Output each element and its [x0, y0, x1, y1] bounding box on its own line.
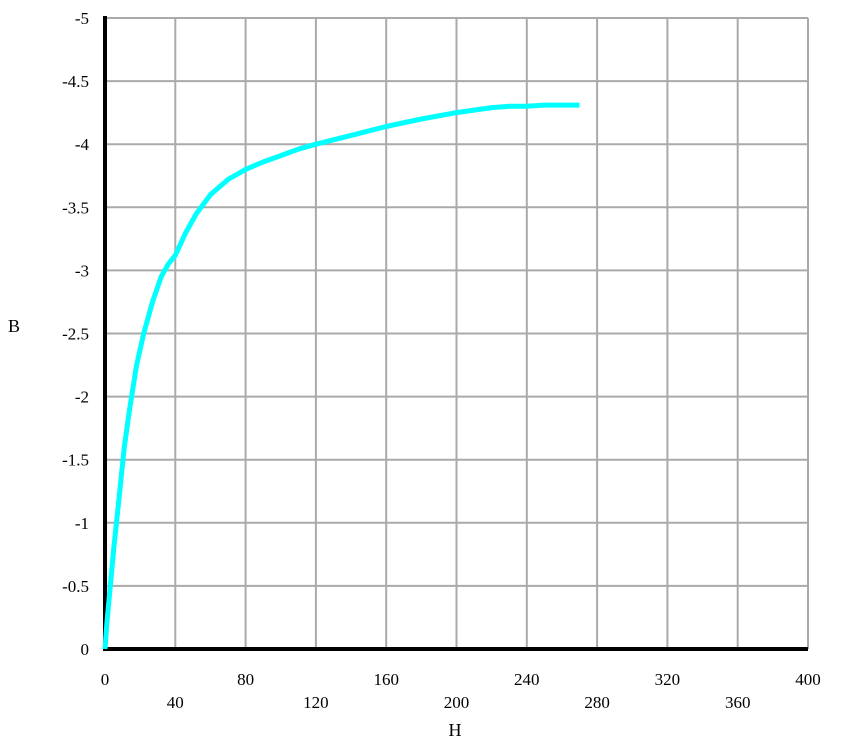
y-tick-label: -4	[75, 135, 90, 154]
y-tick-label: -4.5	[62, 72, 89, 91]
x-tick-label: 320	[655, 670, 681, 689]
x-tick-label: 240	[514, 670, 540, 689]
grid-lines	[105, 17, 809, 649]
y-tick-label: -1	[75, 514, 89, 533]
x-tick-label: 280	[584, 693, 610, 712]
y-tick-label: -3	[75, 261, 89, 280]
y-tick-label: -0.5	[62, 577, 89, 596]
x-tick-label: 80	[237, 670, 254, 689]
y-tick-label: 0	[81, 640, 90, 659]
x-tick-label: 400	[795, 670, 821, 689]
x-tick-label: 160	[373, 670, 399, 689]
y-tick-label: -5	[75, 9, 89, 28]
axes	[103, 16, 808, 651]
y-tick-label: -2	[75, 388, 89, 407]
y-tick-label: -1.5	[62, 451, 89, 470]
y-tick-labels: 0 -0.5 -1 -1.5 -2 -2.5 -3 -3.5 -4 -4.5 -5	[62, 9, 89, 659]
x-axis-title: H	[449, 720, 462, 740]
x-tick-label: 0	[101, 670, 110, 689]
series-line-0	[102, 102, 580, 650]
x-tick-label: 120	[303, 693, 329, 712]
y-tick-label: -3.5	[62, 198, 89, 217]
x-tick-label: 40	[167, 693, 184, 712]
series-layer	[102, 102, 580, 650]
x-tick-labels: 0 40 80 120 160 200 240 280 320 360 400	[101, 670, 821, 712]
x-tick-label: 200	[444, 693, 470, 712]
x-tick-label: 360	[725, 693, 751, 712]
y-tick-label: -2.5	[62, 325, 89, 344]
y-axis-title: B	[8, 316, 20, 336]
